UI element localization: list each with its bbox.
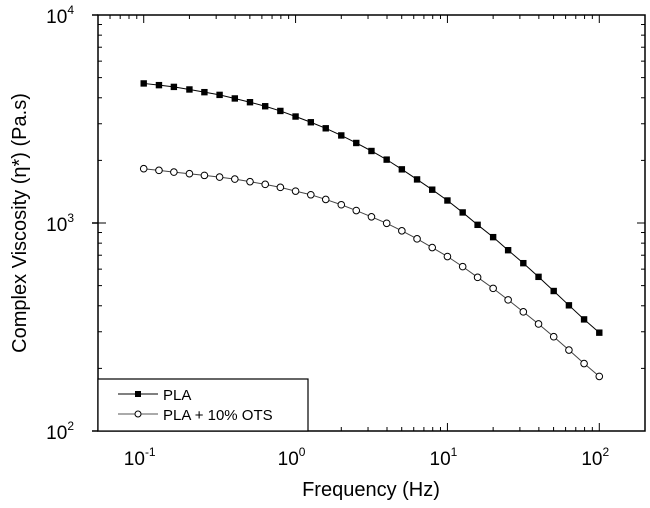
data-point-ots bbox=[139, 164, 148, 173]
x-tick-exponent: 0 bbox=[299, 445, 306, 459]
data-point-ots bbox=[413, 235, 421, 243]
series-line-0 bbox=[143, 82, 600, 334]
data-point-ots bbox=[458, 262, 467, 271]
data-point-ots bbox=[367, 213, 376, 221]
data-point-pla bbox=[201, 88, 208, 96]
data-point-pla bbox=[550, 287, 557, 295]
data-point-pla bbox=[413, 176, 421, 183]
series-line-1 bbox=[143, 168, 600, 377]
data-point-pla bbox=[186, 86, 193, 93]
data-point-pla bbox=[444, 197, 451, 204]
data-point-ots bbox=[443, 252, 452, 261]
data-point-ots bbox=[307, 190, 315, 199]
data-point-pla bbox=[322, 125, 329, 132]
x-tick-label: 10-1 bbox=[124, 445, 156, 470]
data-point-pla bbox=[489, 233, 497, 241]
data-point-ots bbox=[155, 166, 163, 175]
data-point-pla bbox=[277, 107, 284, 115]
data-point-ots bbox=[231, 175, 239, 183]
legend-marker-pla bbox=[135, 391, 141, 397]
series-layer bbox=[139, 80, 604, 381]
x-tick-exponent: 2 bbox=[603, 445, 610, 459]
data-point-ots bbox=[519, 308, 528, 316]
legend-label-ots: PLA + 10% OTS bbox=[163, 407, 273, 424]
data-point-ots bbox=[504, 296, 512, 304]
data-point-pla bbox=[580, 316, 588, 323]
legend: PLA PLA + 10% OTS bbox=[97, 378, 309, 432]
data-point-ots bbox=[185, 169, 194, 178]
x-tick-label: 100 bbox=[278, 445, 306, 470]
data-point-pla bbox=[338, 132, 345, 139]
data-point-ots bbox=[489, 284, 497, 293]
x-tick-label: 101 bbox=[430, 445, 458, 470]
data-point-ots bbox=[398, 227, 406, 235]
data-point-ots bbox=[246, 177, 254, 186]
data-point-ots bbox=[200, 171, 209, 180]
data-point-pla bbox=[262, 103, 269, 110]
data-point-ots bbox=[382, 219, 391, 228]
data-point-pla bbox=[292, 113, 299, 120]
data-point-pla bbox=[565, 302, 573, 309]
data-point-ots bbox=[580, 359, 588, 368]
y-tick-label: 103 bbox=[46, 211, 74, 236]
data-point-ots bbox=[337, 200, 346, 209]
data-point-pla bbox=[155, 81, 163, 89]
y-tick-label: 104 bbox=[46, 3, 74, 28]
legend-box bbox=[97, 378, 309, 432]
data-point-ots bbox=[215, 173, 224, 181]
data-point-pla bbox=[459, 209, 466, 216]
data-point-ots bbox=[595, 372, 604, 381]
data-point-ots bbox=[170, 168, 178, 176]
y-tick-exponent: 2 bbox=[67, 419, 74, 433]
data-point-ots bbox=[534, 320, 543, 328]
data-point-pla bbox=[504, 246, 512, 254]
data-point-ots bbox=[352, 206, 361, 215]
data-point-ots bbox=[276, 183, 285, 192]
x-tick-exponent: 1 bbox=[451, 445, 458, 459]
data-point-pla bbox=[140, 80, 147, 87]
x-axis-label: Frequency (Hz) bbox=[302, 479, 440, 501]
data-point-pla bbox=[246, 99, 254, 106]
data-point-pla bbox=[596, 329, 603, 336]
data-point-pla bbox=[520, 259, 527, 267]
data-point-pla bbox=[353, 139, 360, 147]
data-point-ots bbox=[261, 180, 270, 189]
data-point-pla bbox=[535, 273, 542, 281]
data-point-pla bbox=[216, 91, 223, 99]
data-point-ots bbox=[549, 332, 558, 341]
data-point-ots bbox=[428, 243, 437, 252]
data-point-pla bbox=[170, 83, 178, 91]
data-point-pla bbox=[383, 156, 390, 163]
data-point-pla bbox=[474, 221, 481, 229]
data-point-pla bbox=[368, 147, 375, 155]
plot-frame bbox=[97, 14, 646, 432]
data-point-pla bbox=[231, 95, 239, 102]
data-point-ots bbox=[473, 273, 482, 282]
data-point-pla bbox=[398, 166, 406, 173]
y-tick-exponent: 4 bbox=[67, 3, 74, 17]
legend-marker-ots bbox=[134, 410, 142, 418]
data-point-ots bbox=[565, 346, 573, 354]
y-tick-label: 102 bbox=[46, 419, 74, 444]
legend-label-pla: PLA bbox=[163, 387, 191, 404]
data-point-ots bbox=[291, 187, 300, 195]
y-tick-exponent: 3 bbox=[67, 211, 74, 225]
data-point-pla bbox=[429, 186, 436, 193]
x-tick-exponent: -1 bbox=[145, 445, 156, 459]
x-tick-label: 102 bbox=[581, 445, 609, 470]
y-axis-label: Complex Viscosity (η*) (Pa.s) bbox=[9, 93, 31, 353]
data-point-pla bbox=[307, 119, 315, 126]
data-point-ots bbox=[321, 195, 330, 204]
